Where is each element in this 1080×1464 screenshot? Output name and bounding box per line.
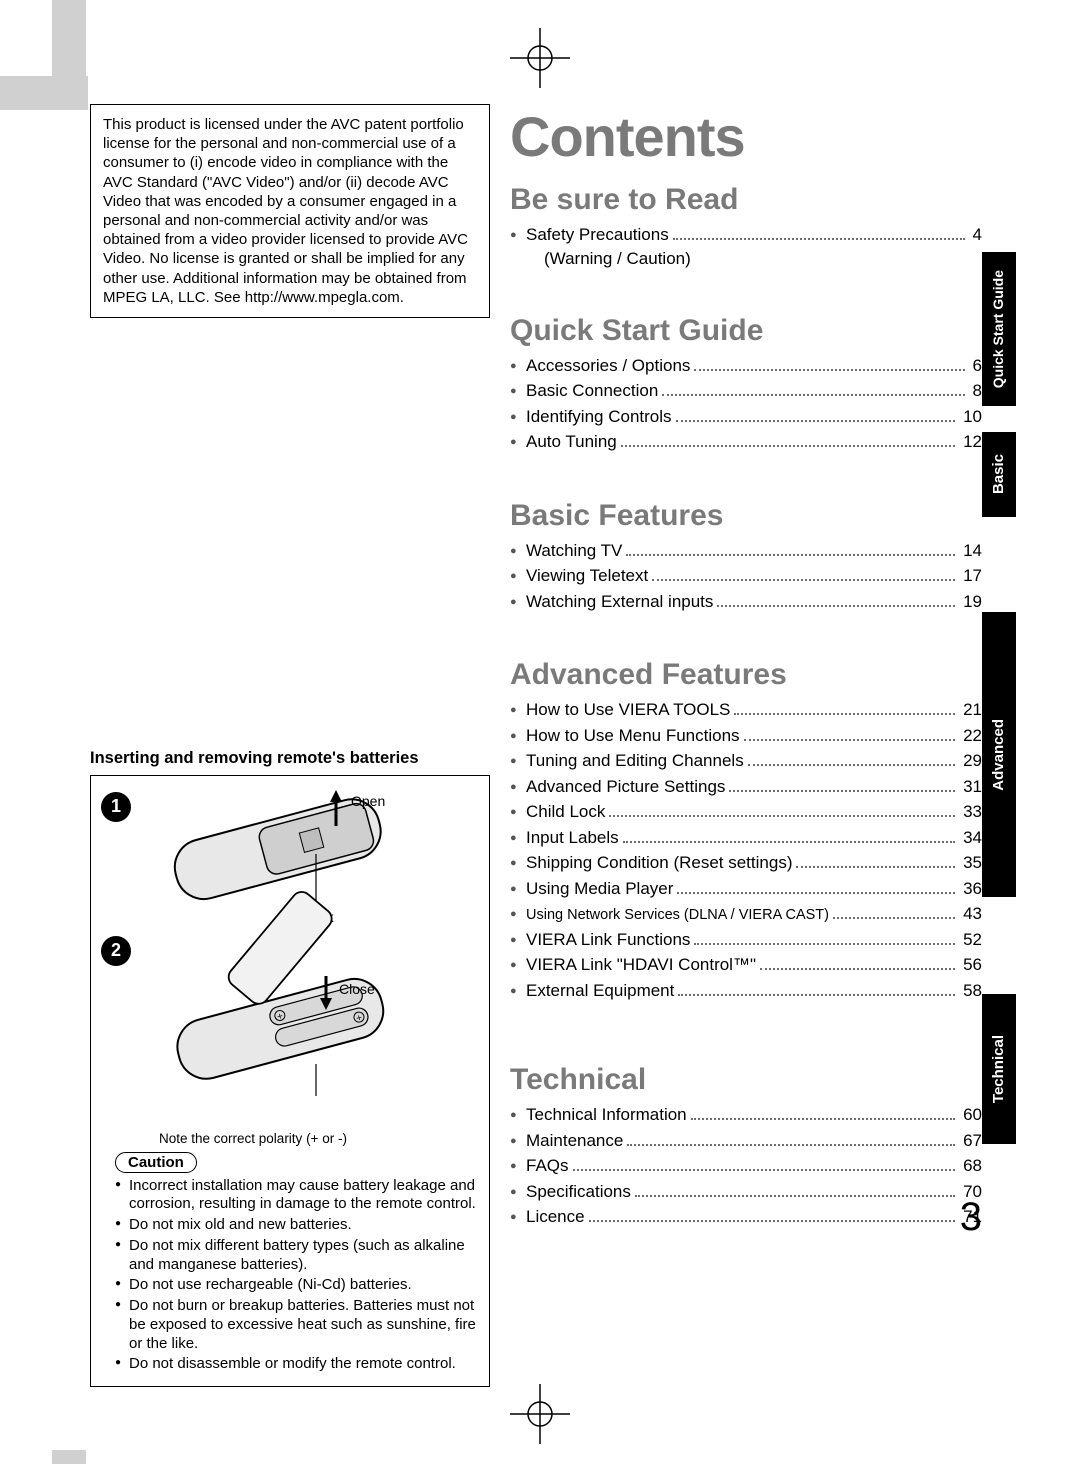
crop-mark-top	[510, 28, 570, 88]
toc-item: ●How to Use VIERA TOOLS21	[510, 697, 982, 723]
toc-item: ●Identifying Controls10	[510, 404, 982, 430]
toc-item: ●Using Network Services (DLNA / VIERA CA…	[510, 901, 982, 927]
toc-item: ●How to Use Menu Functions22	[510, 723, 982, 749]
toc-item: ●Accessories / Options6	[510, 353, 982, 379]
section-advanced-title: Advanced Features	[510, 658, 982, 692]
remote-heading: Inserting and removing remote's batterie…	[90, 748, 490, 769]
tab-basic: Basic	[982, 432, 1016, 517]
svg-text:Close: Close	[339, 981, 375, 997]
remote-instructions-box: 1 2 Open	[90, 775, 490, 1388]
remote-diagram: 1 2 Open	[101, 786, 479, 1146]
license-text: This product is licensed under the AVC p…	[103, 116, 468, 306]
caution-item: Incorrect installation may cause battery…	[115, 1177, 479, 1215]
toc-item: ●VIERA Link Functions52	[510, 927, 982, 953]
polarity-note: Note the correct polarity (+ or -)	[159, 1131, 347, 1146]
caution-list: Incorrect installation may cause battery…	[101, 1177, 479, 1375]
toc-technical: ●Technical Information60●Maintenance67●F…	[510, 1102, 982, 1230]
toc-item: ●VIERA Link "HDAVI Control™"56	[510, 952, 982, 978]
left-column: This product is licensed under the AVC p…	[90, 104, 490, 1387]
section-read-title: Be sure to Read	[510, 183, 982, 217]
right-column: Contents Be sure to Read ●Safety Precaut…	[510, 104, 982, 1230]
toc-item: ●Watching External inputs19	[510, 589, 982, 615]
toc-item: ●Technical Information60	[510, 1102, 982, 1128]
toc-item: ●Auto Tuning12	[510, 429, 982, 455]
toc-item: ●Input Labels34	[510, 825, 982, 851]
contents-title: Contents	[510, 104, 982, 169]
section-technical-title: Technical	[510, 1063, 982, 1097]
toc-item: ●Child Lock33	[510, 799, 982, 825]
toc-item: ●External Equipment58	[510, 978, 982, 1004]
caution-item: Do not mix old and new batteries.	[115, 1216, 479, 1235]
caution-label: Caution	[115, 1152, 197, 1173]
tab-quick-start: Quick Start Guide	[982, 252, 1016, 406]
caution-item: Do not use rechargeable (Ni-Cd) batterie…	[115, 1276, 479, 1295]
page-content: This product is licensed under the AVC p…	[90, 104, 1020, 1394]
crop-gray-h	[0, 76, 88, 110]
toc-item: ●Safety Precautions4	[510, 222, 982, 248]
toc-item: ●Shipping Condition (Reset settings)35	[510, 850, 982, 876]
tab-technical: Technical	[982, 994, 1016, 1144]
svg-text:Open: Open	[351, 793, 385, 809]
toc-item: ●Maintenance67	[510, 1128, 982, 1154]
crop-gray-v-bottom	[52, 1450, 86, 1464]
toc-item: ●FAQs68	[510, 1153, 982, 1179]
tab-advanced: Advanced	[982, 612, 1016, 897]
toc-item: ●Viewing Teletext17	[510, 563, 982, 589]
toc-basic: ●Watching TV14●Viewing Teletext17●Watchi…	[510, 538, 982, 615]
toc-read: ●Safety Precautions4(Warning / Caution)	[510, 222, 982, 270]
toc-item: ●Basic Connection8	[510, 378, 982, 404]
caution-item: Do not mix different battery types (such…	[115, 1237, 479, 1275]
toc-quick: ●Accessories / Options6●Basic Connection…	[510, 353, 982, 455]
toc-item: ●Advanced Picture Settings31	[510, 774, 982, 800]
license-box: This product is licensed under the AVC p…	[90, 104, 490, 318]
toc-item: ●Licence71	[510, 1204, 982, 1230]
toc-item: ●Watching TV14	[510, 538, 982, 564]
caution-item: Do not disassemble or modify the remote …	[115, 1355, 479, 1374]
caution-item: Do not burn or breakup batteries. Batter…	[115, 1297, 479, 1353]
section-quick-title: Quick Start Guide	[510, 314, 982, 348]
toc-item: ●Using Media Player36	[510, 876, 982, 902]
toc-advanced: ●How to Use VIERA TOOLS21●How to Use Men…	[510, 697, 982, 1003]
toc-subitem: (Warning / Caution)	[510, 248, 982, 270]
page-number: 3	[960, 1195, 982, 1240]
toc-item: ●Specifications70	[510, 1179, 982, 1205]
section-basic-title: Basic Features	[510, 499, 982, 533]
toc-item: ●Tuning and Editing Channels29	[510, 748, 982, 774]
